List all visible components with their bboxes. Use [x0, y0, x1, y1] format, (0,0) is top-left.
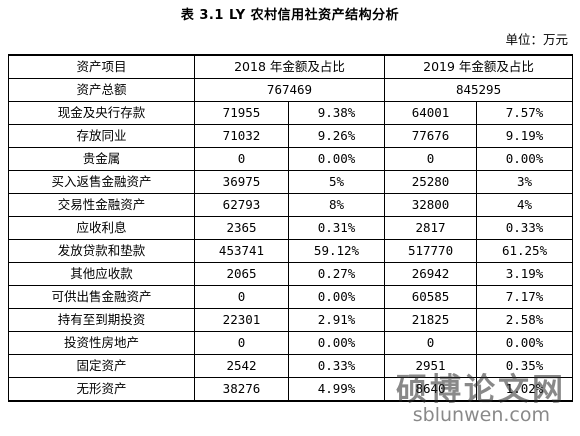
row-item: 无形资产 — [8, 377, 195, 402]
row-percent-2018: 0.00% — [287, 285, 386, 309]
unit-label: 单位：万元 — [505, 32, 568, 47]
row-percent-2018: 9.38% — [287, 101, 386, 125]
row-amount-2018: 0 — [194, 285, 289, 309]
total-2019: 845295 — [384, 78, 574, 102]
row-amount-2018: 0 — [194, 331, 289, 355]
row-percent-2019: 0.00% — [476, 147, 574, 171]
row-amount-2019: 0 — [384, 331, 478, 355]
row-amount-2019: 21825 — [384, 308, 478, 332]
row-amount-2018: 2542 — [194, 354, 289, 378]
row-amount-2019: 2951 — [384, 354, 478, 378]
row-amount-2018: 38276 — [194, 377, 289, 402]
row-percent-2019: 0.33% — [476, 216, 574, 240]
row-amount-2019: 2817 — [384, 216, 478, 240]
table-row: 发放贷款和垫款 453741 59.12% 517770 61.25% — [8, 239, 574, 263]
table-row: 无形资产 38276 4.99% 8640 1.02% — [8, 377, 574, 402]
row-amount-2018: 2365 — [194, 216, 289, 240]
row-percent-2018: 2.91% — [287, 308, 386, 332]
row-item: 投资性房地产 — [8, 331, 195, 355]
table-row: 存放同业 71032 9.26% 77676 9.19% — [8, 124, 574, 148]
header-item: 资产项目 — [8, 54, 195, 79]
row-amount-2018: 0 — [194, 147, 289, 171]
table-row: 持有至到期投资 22301 2.91% 21825 2.58% — [8, 308, 574, 332]
total-label: 资产总额 — [8, 78, 195, 102]
row-item: 贵金属 — [8, 147, 195, 171]
row-percent-2019: 2.58% — [476, 308, 574, 332]
table-row: 买入返售金融资产 36975 5% 25280 3% — [8, 170, 574, 194]
row-percent-2019: 0.00% — [476, 331, 574, 355]
row-item: 交易性金融资产 — [8, 193, 195, 217]
row-item: 固定资产 — [8, 354, 195, 378]
row-amount-2018: 62793 — [194, 193, 289, 217]
row-percent-2018: 59.12% — [287, 239, 386, 263]
row-percent-2018: 8% — [287, 193, 386, 217]
row-amount-2019: 32800 — [384, 193, 478, 217]
table-row: 现金及央行存款 71955 9.38% 64001 7.57% — [8, 101, 574, 125]
row-percent-2018: 0.27% — [287, 262, 386, 286]
row-percent-2019: 1.02% — [476, 377, 574, 402]
row-amount-2018: 2065 — [194, 262, 289, 286]
watermark-url: sblunwen.com — [412, 404, 550, 426]
row-percent-2019: 3.19% — [476, 262, 574, 286]
table-row: 其他应收款 2065 0.27% 26942 3.19% — [8, 262, 574, 286]
table-row: 应收利息 2365 0.31% 2817 0.33% — [8, 216, 574, 240]
row-item: 持有至到期投资 — [8, 308, 195, 332]
row-percent-2019: 9.19% — [476, 124, 574, 148]
row-amount-2019: 25280 — [384, 170, 478, 194]
row-percent-2019: 61.25% — [476, 239, 574, 263]
row-percent-2019: 3% — [476, 170, 574, 194]
row-amount-2018: 453741 — [194, 239, 289, 263]
row-percent-2018: 5% — [287, 170, 386, 194]
row-amount-2018: 22301 — [194, 308, 289, 332]
table-row: 交易性金融资产 62793 8% 32800 4% — [8, 193, 574, 217]
row-amount-2019: 0 — [384, 147, 478, 171]
row-item: 买入返售金融资产 — [8, 170, 195, 194]
row-amount-2018: 71032 — [194, 124, 289, 148]
row-amount-2019: 77676 — [384, 124, 478, 148]
row-percent-2018: 4.99% — [287, 377, 386, 402]
row-item: 可供出售金融资产 — [8, 285, 195, 309]
row-amount-2019: 26942 — [384, 262, 478, 286]
row-percent-2018: 0.33% — [287, 354, 386, 378]
row-percent-2019: 7.57% — [476, 101, 574, 125]
row-item: 其他应收款 — [8, 262, 195, 286]
row-item: 发放贷款和垫款 — [8, 239, 195, 263]
table-row: 可供出售金融资产 0 0.00% 60585 7.17% — [8, 285, 574, 309]
row-amount-2019: 517770 — [384, 239, 478, 263]
row-amount-2018: 36975 — [194, 170, 289, 194]
header-2019: 2019 年金额及占比 — [384, 54, 574, 79]
row-percent-2018: 9.26% — [287, 124, 386, 148]
row-amount-2018: 71955 — [194, 101, 289, 125]
row-percent-2019: 0.35% — [476, 354, 574, 378]
row-amount-2019: 64001 — [384, 101, 478, 125]
row-amount-2019: 60585 — [384, 285, 478, 309]
row-percent-2019: 7.17% — [476, 285, 574, 309]
table-row: 投资性房地产 0 0.00% 0 0.00% — [8, 331, 574, 355]
asset-structure-table: 资产项目 2018 年金额及占比 2019 年金额及占比 资产总额 767469… — [8, 54, 574, 402]
total-2018: 767469 — [193, 78, 386, 102]
total-row: 资产总额 767469 845295 — [8, 78, 574, 102]
row-item: 应收利息 — [8, 216, 195, 240]
table-row: 固定资产 2542 0.33% 2951 0.35% — [8, 354, 574, 378]
row-percent-2018: 0.00% — [287, 147, 386, 171]
row-percent-2018: 0.00% — [287, 331, 386, 355]
row-amount-2019: 8640 — [384, 377, 478, 402]
row-percent-2018: 0.31% — [287, 216, 386, 240]
header-row: 资产项目 2018 年金额及占比 2019 年金额及占比 — [8, 54, 574, 79]
row-percent-2019: 4% — [476, 193, 574, 217]
table-row: 贵金属 0 0.00% 0 0.00% — [8, 147, 574, 171]
row-item: 现金及央行存款 — [8, 101, 195, 125]
table-title: 表 3.1 LY 农村信用社资产结构分析 — [180, 8, 400, 23]
header-2018: 2018 年金额及占比 — [193, 54, 386, 79]
row-item: 存放同业 — [8, 124, 195, 148]
